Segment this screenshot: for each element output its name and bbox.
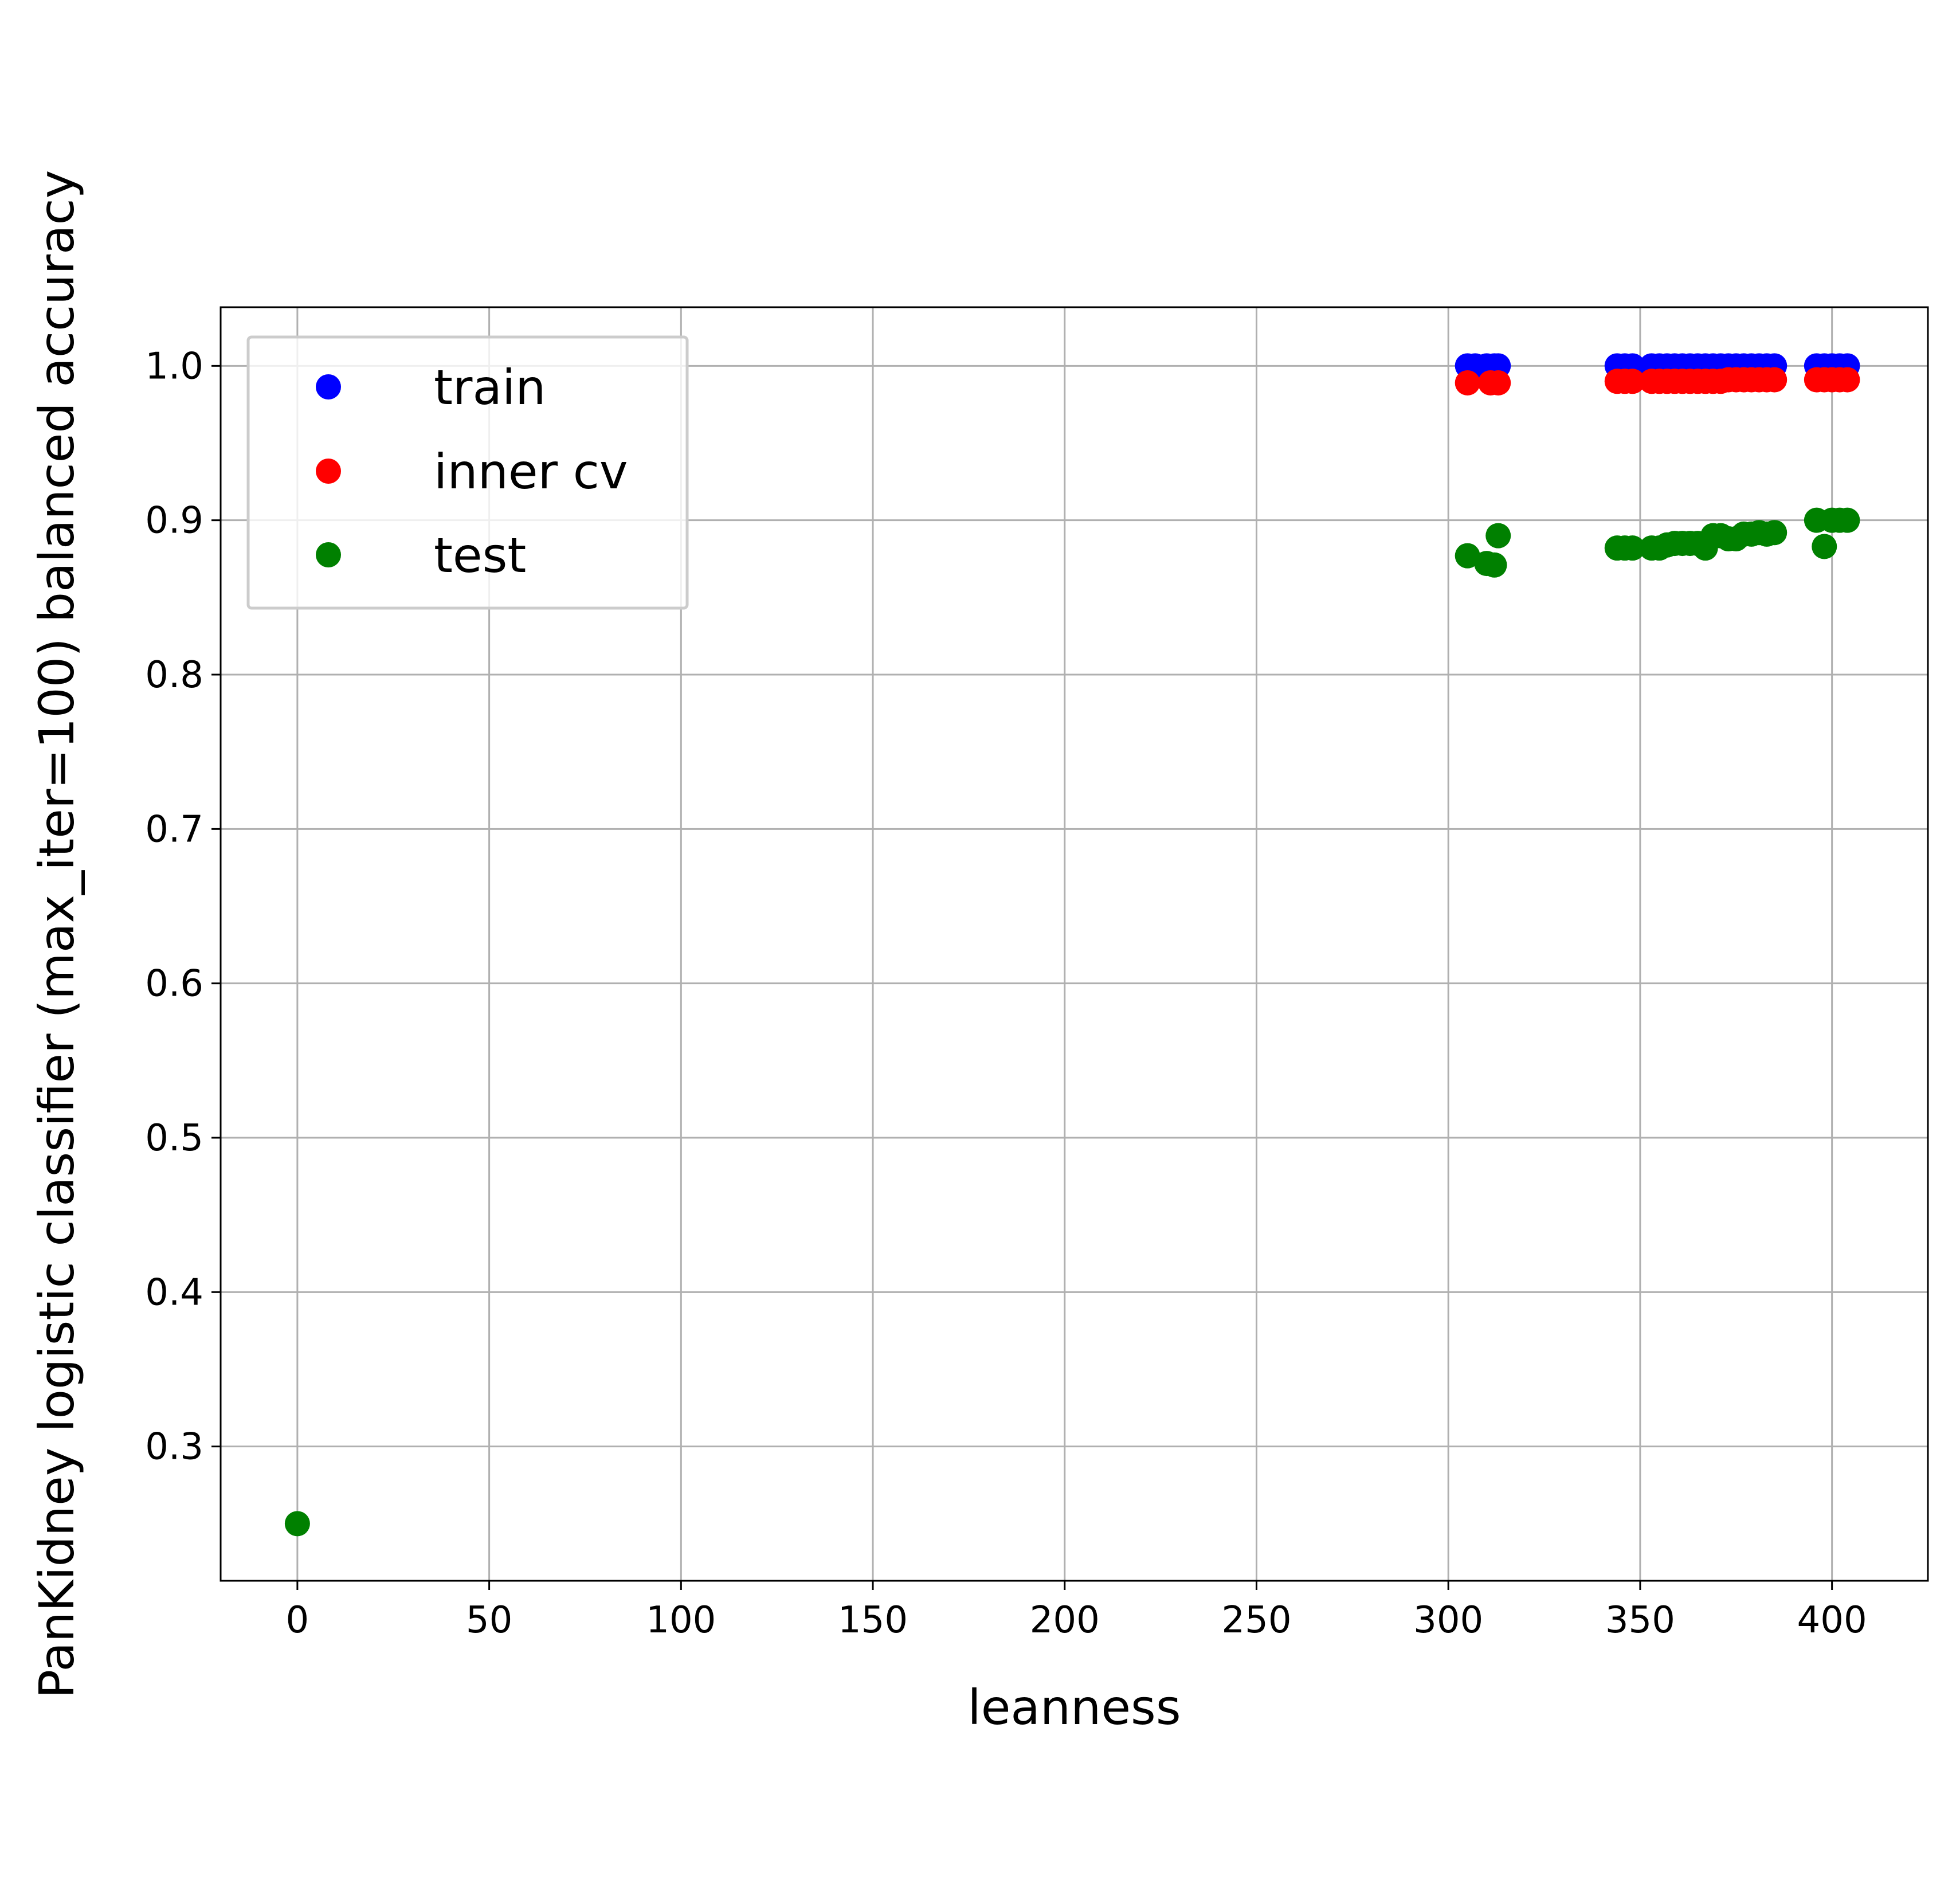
y-tick-label: 0.4 — [145, 1271, 203, 1314]
data-point — [1762, 367, 1787, 393]
x-axis-ticks: 0 50 100 150 200 250 300 350 400 — [286, 1581, 1867, 1642]
data-points — [284, 353, 1860, 1537]
x-tick-label: 250 — [1221, 1599, 1291, 1642]
x-tick-label: 350 — [1605, 1599, 1675, 1642]
y-tick-label: 0.6 — [145, 963, 203, 1005]
x-tick-label: 100 — [646, 1599, 716, 1642]
legend-marker — [316, 459, 341, 484]
legend-label: test — [434, 527, 526, 583]
y-tick-label: 0.9 — [145, 500, 203, 542]
series-inner-cv — [1455, 367, 1860, 395]
y-axis-title: PanKidney logistic classifier (max_iter=… — [29, 170, 85, 1699]
data-point — [1762, 520, 1787, 546]
series-test — [284, 507, 1860, 1537]
data-point — [1620, 535, 1645, 561]
y-tick-label: 0.7 — [145, 808, 203, 851]
y-axis-ticks: 0.3 0.4 0.5 0.6 0.7 0.8 0.9 1.0 — [145, 345, 221, 1468]
data-point — [1485, 370, 1511, 395]
legend-label: inner cv — [434, 444, 628, 500]
legend-marker — [316, 542, 341, 567]
data-point — [284, 1511, 310, 1537]
y-tick-label: 1.0 — [145, 345, 203, 387]
data-point — [1481, 552, 1507, 578]
x-axis-title: leanness — [967, 1679, 1181, 1736]
legend-marker — [316, 374, 341, 399]
legend: train inner cv test — [246, 335, 689, 610]
data-point — [1455, 370, 1480, 395]
plot-frame — [219, 306, 1929, 1582]
data-point — [1834, 367, 1860, 393]
x-tick-label: 0 — [286, 1599, 309, 1642]
data-point — [1620, 369, 1645, 394]
legend-entries: train inner cv test — [316, 359, 628, 583]
x-tick-label: 150 — [838, 1599, 908, 1642]
x-tick-label: 50 — [466, 1599, 512, 1642]
data-point — [1455, 543, 1480, 569]
y-tick-label: 0.3 — [145, 1426, 203, 1468]
x-tick-label: 400 — [1797, 1599, 1867, 1642]
legend-box — [246, 335, 689, 610]
x-tick-label: 300 — [1413, 1599, 1483, 1642]
y-tick-label: 0.8 — [145, 654, 203, 696]
y-tick-label: 0.5 — [145, 1117, 203, 1160]
data-point — [1812, 534, 1837, 559]
data-point — [1485, 523, 1511, 549]
legend-label: train — [434, 359, 546, 416]
data-point — [1834, 507, 1860, 533]
x-tick-label: 200 — [1030, 1599, 1100, 1642]
